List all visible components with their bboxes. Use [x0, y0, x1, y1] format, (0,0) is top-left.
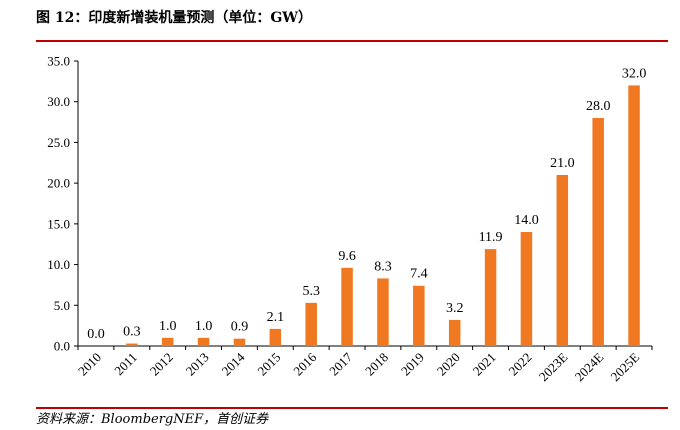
y-tick-label: 0.0	[54, 339, 70, 354]
data-label-2022: 14.0	[514, 213, 539, 228]
y-axis: 0.0 5.0 10.0 15.0 20.0 25.0 30.0 35.0	[47, 54, 79, 354]
y-tick-label: 35.0	[47, 54, 70, 69]
data-label-2023E: 21.0	[550, 156, 575, 171]
bar-2016	[305, 302, 317, 346]
bar-2022	[520, 232, 533, 346]
data-label-2021: 11.9	[479, 230, 503, 245]
x-tick-label-2021: 2021	[470, 350, 499, 379]
source-divider	[36, 407, 668, 409]
bar-2023E	[556, 175, 569, 346]
x-tick-label-2025E: 2025E	[608, 349, 643, 384]
data-label-2013: 1.0	[195, 319, 213, 334]
bar-2020	[448, 319, 461, 346]
data-label-2016: 5.3	[302, 284, 320, 299]
x-tick-label-2023E: 2023E	[536, 349, 571, 384]
data-label-2019: 7.4	[410, 267, 428, 282]
data-labels: 0.0 0.3 1.0 1.0 0.9 2.1 5.3 9.6 8.3 7.4 3.2 11.9 14.…	[87, 66, 646, 342]
bar-2015	[269, 328, 282, 346]
data-label-2015: 2.1	[267, 310, 285, 325]
bar-series	[126, 85, 640, 346]
x-tick-label-2018: 2018	[362, 350, 391, 379]
bar-2019	[413, 285, 425, 346]
x-tick-label-2022: 2022	[506, 350, 535, 379]
x-tick-label-2014: 2014	[219, 349, 248, 378]
data-label-2020: 3.2	[446, 301, 464, 316]
x-tick-label-2019: 2019	[398, 350, 427, 379]
x-tick-label-2020: 2020	[434, 350, 463, 379]
x-tick-label-2010: 2010	[75, 350, 104, 379]
x-tick-label-2013: 2013	[183, 350, 212, 379]
y-tick-label: 20.0	[47, 176, 70, 191]
x-axis: 2010 2011 2012 2013 2014 2015 2016 2017 2018 2019…	[75, 345, 653, 384]
data-label-2011: 0.3	[123, 325, 141, 340]
source-note: 资料来源：BloombergNEF，首创证券	[36, 412, 269, 427]
y-tick-label: 10.0	[47, 257, 70, 272]
y-tick-label: 15.0	[47, 216, 70, 231]
bar-2011	[126, 343, 138, 346]
y-tick-label: 30.0	[47, 94, 70, 109]
data-label-2017: 9.6	[338, 249, 356, 264]
bar-2012	[161, 337, 174, 346]
y-tick-label: 5.0	[54, 298, 70, 313]
data-label-2024E: 28.0	[586, 99, 611, 114]
bar-2017	[341, 267, 353, 346]
bar-2024E	[592, 118, 604, 346]
x-tick-label-2011: 2011	[111, 350, 140, 379]
x-tick-label-2012: 2012	[147, 350, 176, 379]
title-divider	[36, 40, 668, 42]
bar-2014	[233, 338, 246, 346]
data-label-2012: 1.0	[159, 319, 177, 334]
x-tick-label-2015: 2015	[254, 350, 283, 379]
bar-2021	[484, 249, 497, 346]
x-tick-label-2017: 2017	[326, 349, 355, 378]
y-tick-label: 25.0	[47, 135, 70, 150]
data-label-2018: 8.3	[374, 259, 392, 274]
bar-2025E	[628, 85, 640, 346]
data-label-2014: 0.9	[231, 320, 249, 335]
chart-title: 图 12：印度新增装机量预测（单位：GW）	[36, 10, 313, 26]
bar-2018	[377, 278, 389, 346]
x-tick-label-2024E: 2024E	[572, 349, 607, 384]
x-tick-label-2016: 2016	[290, 349, 319, 378]
bar-2013	[197, 337, 210, 346]
data-label-2010: 0.0	[87, 327, 105, 342]
data-label-2025E: 32.0	[622, 66, 647, 81]
